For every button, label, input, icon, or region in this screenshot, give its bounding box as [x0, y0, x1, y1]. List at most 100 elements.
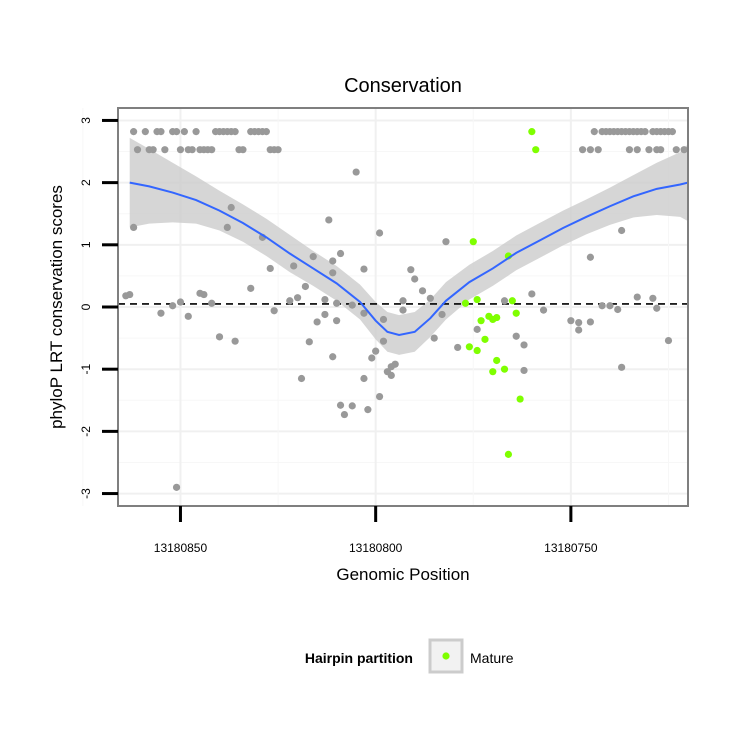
- other-point-58: [625, 146, 634, 154]
- y-tick-label-5: 2: [79, 179, 93, 186]
- other-point-90: [348, 301, 356, 309]
- legend-title: Hairpin partition: [305, 650, 413, 666]
- other-point-1: [133, 146, 142, 154]
- other-point-122: [618, 363, 626, 371]
- other-point-103: [438, 310, 446, 319]
- other-point-128: [297, 374, 306, 383]
- other-point-66: [375, 229, 384, 237]
- other-point-132: [368, 354, 376, 362]
- mature-point-18: [516, 395, 524, 403]
- other-point-18: [208, 146, 216, 154]
- other-point-34: [274, 146, 282, 154]
- confidence-band: [129, 137, 688, 355]
- mature-points: [461, 128, 540, 458]
- mature-point-2: [469, 238, 477, 246]
- y-axis-label: phyloP LRT conservation scores: [47, 185, 66, 429]
- other-point-147: [215, 333, 224, 341]
- other-point-59: [633, 146, 641, 154]
- other-point-105: [454, 343, 462, 352]
- other-point-111: [520, 366, 528, 375]
- other-point-126: [688, 285, 695, 292]
- other-point-150: [208, 299, 216, 307]
- other-point-109: [539, 306, 548, 314]
- mature-point-11: [493, 313, 501, 322]
- other-point-68: [618, 226, 626, 235]
- other-point-2: [141, 128, 149, 136]
- smooth-curve: [129, 181, 688, 337]
- other-point-149: [176, 298, 185, 306]
- other-point-124: [520, 341, 528, 349]
- other-point-142: [391, 360, 399, 368]
- other-point-131: [372, 347, 380, 355]
- other-point-145: [169, 302, 177, 310]
- other-point-137: [340, 410, 349, 419]
- other-point-117: [649, 294, 657, 302]
- other-point-140: [375, 392, 384, 401]
- mature-point-14: [473, 346, 481, 355]
- other-point-116: [633, 293, 641, 301]
- other-point-138: [336, 401, 345, 409]
- other-point-85: [301, 282, 309, 291]
- confidence-band-area: [129, 137, 688, 355]
- other-point-81: [200, 290, 208, 299]
- other-point-144: [157, 309, 165, 317]
- other-point-148: [231, 337, 239, 345]
- other-point-99: [407, 266, 415, 274]
- x-tick-label-2: 13180750: [544, 541, 598, 555]
- other-point-123: [586, 253, 594, 261]
- other-point-130: [379, 337, 388, 345]
- other-point-79: [266, 264, 274, 273]
- mature-point-0: [528, 128, 536, 136]
- mature-point-7: [512, 309, 520, 317]
- other-point-77: [360, 265, 368, 273]
- other-point-6: [157, 128, 165, 136]
- x-tick-label-0: 13180850: [154, 541, 208, 555]
- other-point-97: [399, 297, 407, 305]
- other-point-118: [653, 304, 661, 312]
- other-point-89: [333, 299, 341, 307]
- other-point-100: [418, 287, 427, 295]
- other-point-0: [130, 128, 138, 136]
- other-point-91: [321, 310, 329, 319]
- other-point-135: [360, 374, 368, 383]
- other-point-31: [262, 128, 270, 136]
- other-point-10: [176, 146, 185, 154]
- y-tick-label-3: 0: [79, 303, 93, 310]
- other-point-119: [664, 336, 673, 345]
- other-point-7: [161, 146, 169, 154]
- other-points: [122, 128, 695, 491]
- mature-point-5: [508, 297, 516, 305]
- other-point-94: [313, 318, 321, 326]
- other-point-115: [614, 305, 622, 314]
- other-point-67: [442, 238, 450, 246]
- loess-line: [129, 181, 688, 337]
- other-point-125: [512, 332, 520, 340]
- other-point-139: [364, 406, 372, 414]
- mature-point-12: [481, 335, 489, 343]
- other-point-96: [379, 315, 388, 324]
- mature-point-10: [477, 317, 485, 325]
- other-point-101: [426, 294, 434, 302]
- x-axis-ticks: 13180850 13180800 13180750: [154, 506, 598, 555]
- other-point-78: [329, 269, 337, 277]
- other-point-11: [180, 128, 188, 136]
- other-point-13: [188, 146, 196, 154]
- other-point-110: [575, 326, 583, 334]
- other-point-75: [309, 253, 317, 261]
- other-point-63: [680, 146, 688, 154]
- other-point-98: [411, 275, 419, 283]
- x-axis-label: Genomic Position: [336, 565, 469, 584]
- other-point-106: [473, 325, 481, 333]
- other-point-60: [645, 146, 653, 154]
- other-point-74: [329, 257, 337, 265]
- mature-point-13: [465, 343, 473, 351]
- other-point-146: [184, 312, 192, 320]
- other-point-87: [286, 297, 294, 305]
- other-point-54: [672, 146, 680, 154]
- mature-point-17: [489, 368, 497, 376]
- other-point-4: [149, 146, 157, 154]
- other-point-56: [586, 146, 594, 154]
- other-point-65: [325, 216, 333, 224]
- other-point-57: [594, 146, 602, 154]
